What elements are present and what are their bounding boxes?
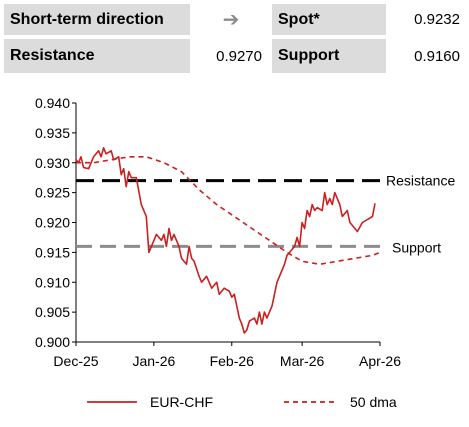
y-tick-label: 0.940 (35, 95, 70, 111)
spot-label: Spot* (272, 4, 386, 35)
series-line-eur-chf (75, 147, 376, 334)
x-tick-label: Feb-26 (210, 353, 255, 369)
y-tick-label: 0.900 (35, 334, 70, 350)
support-value: 0.9160 (414, 47, 460, 65)
x-tick-label: Dec-25 (53, 353, 98, 369)
resistance-value: 0.9270 (216, 47, 262, 65)
x-tick-label: Jan-26 (132, 353, 175, 369)
reference-label-support: Support (392, 239, 441, 255)
legend-label-eur-chf: EUR-CHF (150, 394, 213, 410)
x-tick-label: Mar-26 (280, 353, 325, 369)
legend-label-50-dma: 50 dma (350, 394, 397, 410)
y-tick-label: 0.915 (35, 244, 70, 260)
arrow-right-icon: ➔ (222, 9, 240, 31)
resistance-label: Resistance (4, 39, 190, 73)
x-tick-label: Apr-26 (359, 353, 401, 369)
support-label: Support (272, 39, 386, 73)
reference-label-resistance: Resistance (386, 173, 455, 189)
y-tick-label: 0.935 (35, 125, 70, 141)
y-tick-label: 0.930 (35, 155, 70, 171)
y-tick-label: 0.920 (35, 215, 70, 231)
y-tick-label: 0.910 (35, 274, 70, 290)
direction-label: Short-term direction (4, 4, 190, 35)
spot-value: 0.9232 (414, 11, 460, 28)
y-tick-label: 0.905 (35, 304, 70, 320)
y-tick-label: 0.925 (35, 185, 70, 201)
